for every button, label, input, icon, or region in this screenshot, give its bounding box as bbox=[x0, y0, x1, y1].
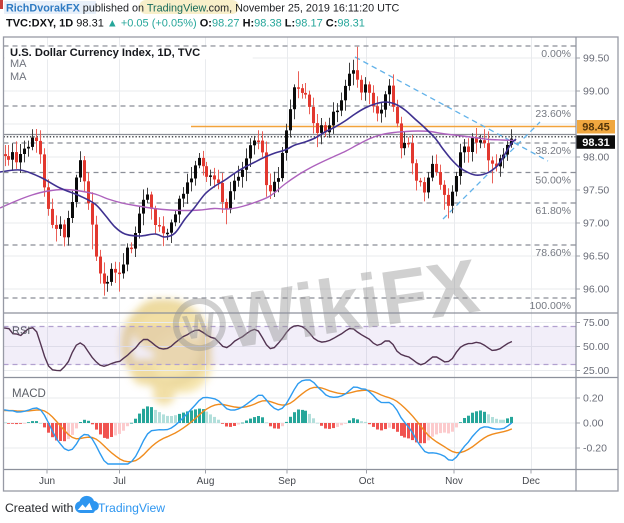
svg-text:61.80%: 61.80% bbox=[535, 205, 571, 217]
svg-text:97.50: 97.50 bbox=[583, 185, 609, 197]
svg-text:MACD: MACD bbox=[12, 388, 46, 400]
svg-text:0.00: 0.00 bbox=[583, 418, 604, 430]
svg-text:75.00: 75.00 bbox=[583, 317, 609, 329]
svg-text:MA: MA bbox=[10, 58, 27, 70]
svg-text:98.00: 98.00 bbox=[583, 152, 609, 164]
svg-text:78.60%: 78.60% bbox=[535, 247, 571, 259]
svg-text:0.00%: 0.00% bbox=[541, 48, 571, 60]
svg-text:98.31: 98.31 bbox=[582, 137, 610, 149]
svg-text:96.00: 96.00 bbox=[583, 284, 609, 296]
svg-text:TVC:DXY, 1D 98.31 ▲ +0.05 (+0.: TVC:DXY, 1D 98.31 ▲ +0.05 (+0.05%) O:98.… bbox=[6, 18, 365, 30]
svg-text:Aug: Aug bbox=[197, 476, 215, 487]
svg-text:Jun: Jun bbox=[39, 476, 55, 487]
svg-text:RSI: RSI bbox=[12, 325, 30, 337]
svg-text:Oct: Oct bbox=[359, 476, 375, 487]
svg-text:TradingView: TradingView bbox=[98, 501, 165, 515]
svg-text:U.S. Dollar Currency Index, 1D: U.S. Dollar Currency Index, 1D, TVC bbox=[10, 47, 200, 59]
svg-text:Sep: Sep bbox=[278, 476, 296, 487]
svg-text:96.50: 96.50 bbox=[583, 251, 609, 263]
svg-text:23.60%: 23.60% bbox=[535, 108, 571, 120]
svg-text:99.50: 99.50 bbox=[583, 53, 609, 65]
svg-text:38.20%: 38.20% bbox=[535, 145, 571, 157]
svg-text:25.00: 25.00 bbox=[583, 365, 609, 377]
svg-text:99.00: 99.00 bbox=[583, 86, 609, 98]
svg-text:-0.20: -0.20 bbox=[583, 443, 607, 455]
svg-text:98.45: 98.45 bbox=[582, 122, 610, 134]
svg-text:Nov: Nov bbox=[445, 476, 463, 487]
svg-text:RichDvorakFX published on Trad: RichDvorakFX published on TradingView.co… bbox=[6, 3, 400, 15]
svg-text:100.00%: 100.00% bbox=[530, 300, 571, 312]
svg-text:W: W bbox=[181, 305, 219, 347]
svg-text:0.20: 0.20 bbox=[583, 393, 604, 405]
svg-text:MA: MA bbox=[10, 71, 27, 83]
svg-text:97.00: 97.00 bbox=[583, 218, 609, 230]
svg-text:50.00: 50.00 bbox=[583, 341, 609, 353]
svg-text:50.00%: 50.00% bbox=[535, 175, 571, 187]
svg-text:Created with: Created with bbox=[5, 501, 73, 515]
svg-text:Dec: Dec bbox=[522, 476, 540, 487]
svg-text:Jul: Jul bbox=[113, 476, 126, 487]
